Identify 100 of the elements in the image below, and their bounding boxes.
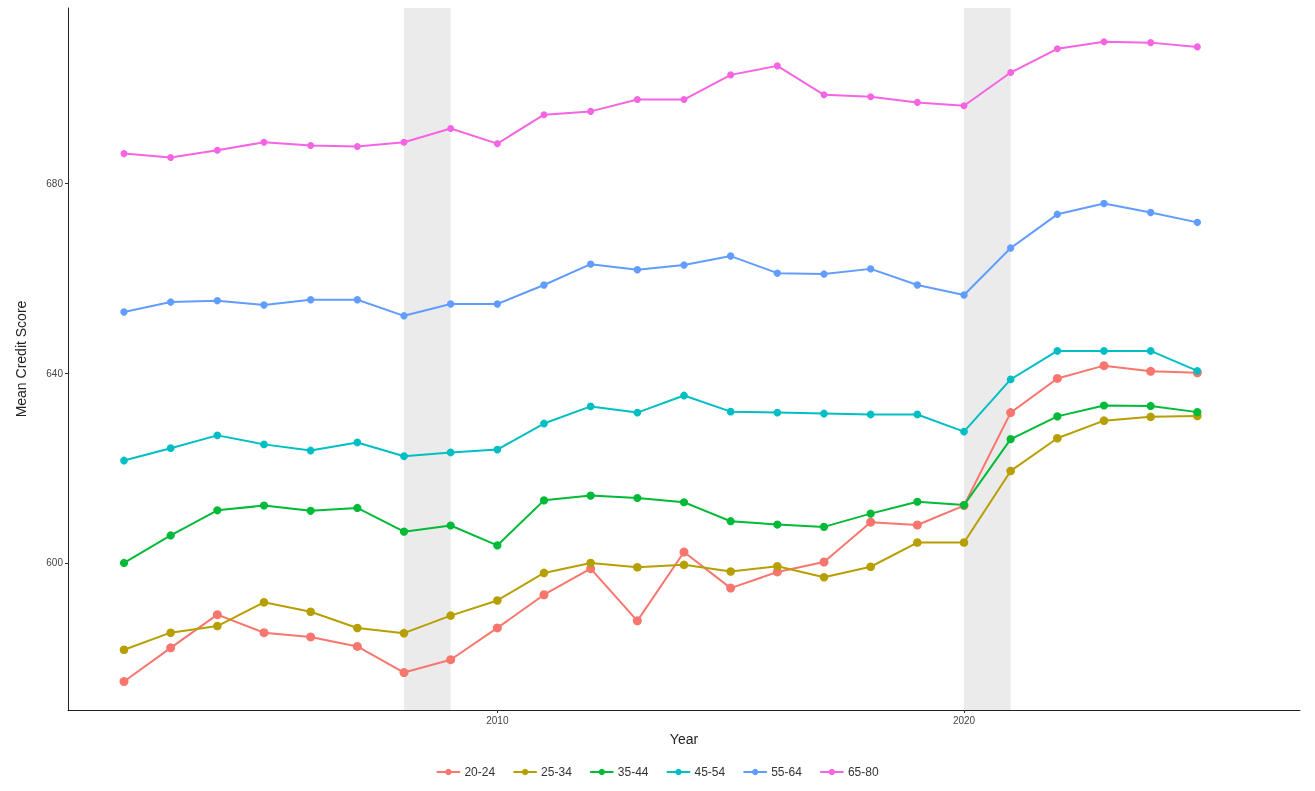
point (259, 501, 269, 510)
point (446, 611, 455, 620)
point (119, 677, 129, 687)
point (493, 300, 502, 308)
point (353, 296, 362, 304)
point (120, 456, 128, 465)
point (727, 71, 735, 79)
point (866, 562, 875, 572)
point (866, 410, 875, 419)
point (633, 266, 642, 274)
point (260, 138, 268, 146)
point (819, 557, 829, 567)
point (1099, 361, 1109, 371)
point (166, 444, 175, 453)
point (1099, 401, 1109, 410)
point (820, 91, 828, 99)
point (586, 402, 595, 411)
point (866, 265, 875, 273)
point (493, 541, 502, 550)
point (773, 408, 782, 417)
point (913, 98, 921, 106)
point (352, 641, 362, 651)
point (166, 628, 175, 637)
point (726, 567, 735, 576)
point (1100, 199, 1108, 208)
point (959, 538, 969, 547)
point (726, 407, 735, 416)
point (820, 270, 828, 278)
point (679, 498, 689, 507)
point (587, 107, 595, 115)
x-tick-label: 2020 (952, 714, 976, 726)
point (1006, 466, 1015, 476)
point (119, 645, 129, 655)
point (1053, 433, 1062, 443)
point (306, 446, 315, 455)
point (1146, 208, 1155, 217)
point (259, 628, 269, 638)
point (1146, 412, 1155, 422)
point (306, 506, 315, 515)
point (913, 281, 922, 289)
legend-label: 35-44 (617, 765, 649, 779)
point (260, 440, 268, 449)
point (819, 522, 829, 532)
point (960, 427, 968, 436)
legend-label: 20-24 (464, 765, 496, 779)
point (1052, 373, 1062, 383)
point (540, 419, 548, 428)
point (1146, 401, 1155, 411)
point (912, 520, 922, 530)
point (680, 391, 688, 400)
point (1193, 43, 1201, 51)
point (353, 503, 362, 513)
point (866, 509, 875, 518)
point (1006, 408, 1016, 418)
y-tick-label: 640 (46, 367, 64, 379)
point (633, 562, 642, 572)
point (446, 448, 455, 457)
point (960, 291, 968, 299)
point (213, 431, 222, 440)
point (539, 496, 549, 505)
point (400, 312, 408, 320)
point (1193, 408, 1202, 417)
point (306, 607, 315, 617)
point (1146, 347, 1155, 355)
point (260, 301, 268, 309)
point (167, 153, 175, 161)
point (447, 124, 455, 132)
point (306, 632, 316, 642)
point (399, 628, 409, 638)
point (680, 261, 688, 269)
point (773, 269, 782, 277)
y-axis-title: Mean Credit Score (13, 300, 29, 418)
point (726, 583, 736, 593)
point (913, 497, 922, 506)
point (212, 610, 222, 620)
point (446, 655, 456, 665)
point (307, 142, 315, 150)
x-tick-label: 2010 (486, 714, 509, 726)
point (679, 547, 689, 557)
point (540, 281, 548, 289)
point (493, 596, 502, 605)
point (353, 623, 362, 633)
point (400, 138, 408, 146)
point (493, 445, 502, 454)
point (633, 408, 642, 417)
point (866, 517, 876, 527)
point (820, 409, 828, 418)
point (1146, 366, 1156, 376)
point (726, 517, 735, 526)
point (493, 140, 501, 148)
point (1053, 210, 1062, 219)
point (1053, 347, 1062, 355)
point (632, 616, 642, 626)
point (1099, 416, 1109, 425)
point (960, 102, 968, 110)
point (633, 96, 641, 104)
point (773, 62, 781, 70)
point (539, 568, 549, 578)
legend-label: 45-54 (694, 765, 726, 779)
point (1053, 412, 1062, 421)
